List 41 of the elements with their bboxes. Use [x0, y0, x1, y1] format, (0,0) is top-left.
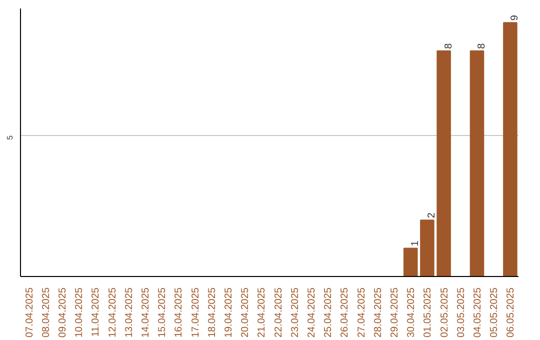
- x-tick-label: 24.04.2025: [306, 287, 318, 338]
- x-tick-label: 14.04.2025: [140, 287, 152, 338]
- x-tick-label: 04.05.2025: [472, 287, 484, 338]
- x-tick-label: 17.04.2025: [190, 287, 202, 338]
- x-tick-label: 10.04.2025: [74, 287, 86, 338]
- x-tick-label: 21.04.2025: [256, 287, 268, 338]
- x-tick-label: 06.05.2025: [506, 287, 517, 338]
- x-tick-label: 27.04.2025: [356, 287, 368, 338]
- bar: [420, 220, 434, 276]
- x-tick-label: 07.04.2025: [24, 287, 36, 338]
- y-tick-label: 5: [6, 134, 14, 140]
- x-tick-label: 19.04.2025: [224, 287, 234, 338]
- bar: [436, 50, 451, 276]
- bar: [470, 50, 484, 276]
- data-label: 2: [426, 212, 438, 218]
- x-tick-label: 03.05.2025: [456, 287, 467, 338]
- x-tick-label: 16.04.2025: [174, 287, 185, 338]
- x-tick-label: 11.04.2025: [90, 287, 102, 337]
- x-tick-label: 09.04.2025: [58, 287, 68, 338]
- x-tick-label: 01.05.2025: [422, 287, 434, 338]
- x-tick-label: 12.04.2025: [107, 287, 118, 338]
- x-tick-label: 30.04.2025: [406, 287, 418, 338]
- bar: [503, 22, 518, 276]
- data-label: 8: [476, 42, 488, 49]
- x-tick-label: 29.04.2025: [390, 287, 400, 338]
- data-label: 1: [410, 240, 422, 246]
- x-tick-label: 02.05.2025: [439, 287, 450, 338]
- x-tick-label: 23.04.2025: [290, 287, 301, 338]
- data-label: 9: [510, 14, 521, 21]
- x-tick-label: 05.05.2025: [489, 287, 500, 338]
- data-label: 8: [443, 42, 454, 49]
- x-tick-label: 18.04.2025: [206, 287, 218, 338]
- x-tick-label: 20.04.2025: [240, 287, 252, 338]
- x-tick-label: 22.04.2025: [273, 287, 284, 338]
- bar: [403, 248, 418, 276]
- x-tick-label: 15.04.2025: [157, 287, 168, 338]
- x-tick-label: 28.04.2025: [372, 287, 384, 338]
- x-tick-label: 26.04.2025: [340, 287, 351, 338]
- x-tick-label: 08.04.2025: [40, 287, 52, 338]
- x-tick-label: 13.04.2025: [124, 287, 135, 338]
- x-tick-label: 25.04.2025: [323, 287, 334, 338]
